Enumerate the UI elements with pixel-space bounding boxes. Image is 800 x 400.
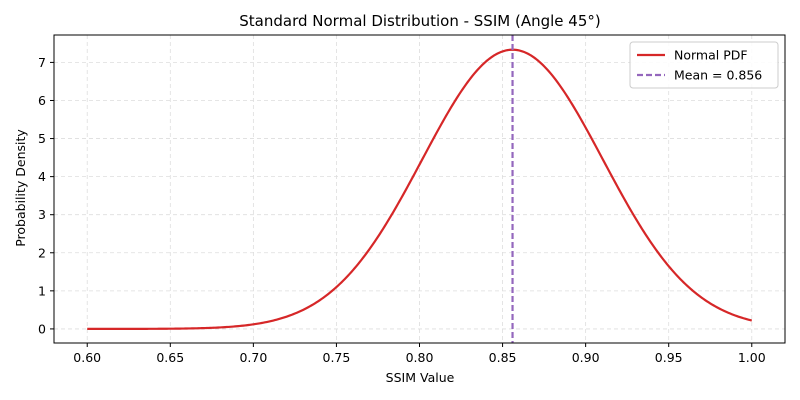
y-tick-label: 2	[38, 245, 46, 260]
y-tick-label: 1	[38, 283, 46, 298]
y-tick-label: 7	[38, 55, 46, 70]
series-line-normal-pdf	[87, 48, 753, 331]
plot-area-frame	[53, 34, 786, 344]
y-tick-label: 0	[38, 321, 46, 336]
x-tick-label: 0.70	[239, 350, 267, 365]
legend-label-normal-pdf: Normal PDF	[674, 48, 748, 63]
x-tick-label: 0.90	[572, 350, 600, 365]
x-axis-label: SSIM Value	[386, 370, 455, 385]
legend-box	[629, 41, 779, 89]
x-tick-label: 0.60	[73, 350, 101, 365]
x-tick-label: 1.00	[738, 350, 766, 365]
x-tick-label: 0.95	[655, 350, 683, 365]
y-tick-label: 6	[38, 93, 46, 108]
x-tick-label: 0.75	[323, 350, 351, 365]
x-tick-label: 0.85	[489, 350, 517, 365]
x-axis-ticks: 0.60 0.65 0.70 0.75 0.80 0.85 0.90 0.95 1.00	[73, 343, 766, 365]
y-axis-ticks: 0 1 2 3 4 5 6 7	[38, 55, 54, 336]
series-layer	[87, 35, 753, 343]
y-tick-label: 5	[38, 131, 46, 146]
legend-label-mean: Mean = 0.856	[674, 68, 762, 83]
legend: Normal PDF Mean = 0.856	[629, 41, 779, 89]
y-tick-label: 4	[38, 169, 46, 184]
y-axis-label: Probability Density	[13, 129, 28, 247]
y-tick-label: 3	[38, 207, 46, 222]
chart-title: Standard Normal Distribution - SSIM (Ang…	[239, 12, 600, 30]
x-tick-label: 0.80	[406, 350, 434, 365]
x-tick-label: 0.65	[156, 350, 184, 365]
